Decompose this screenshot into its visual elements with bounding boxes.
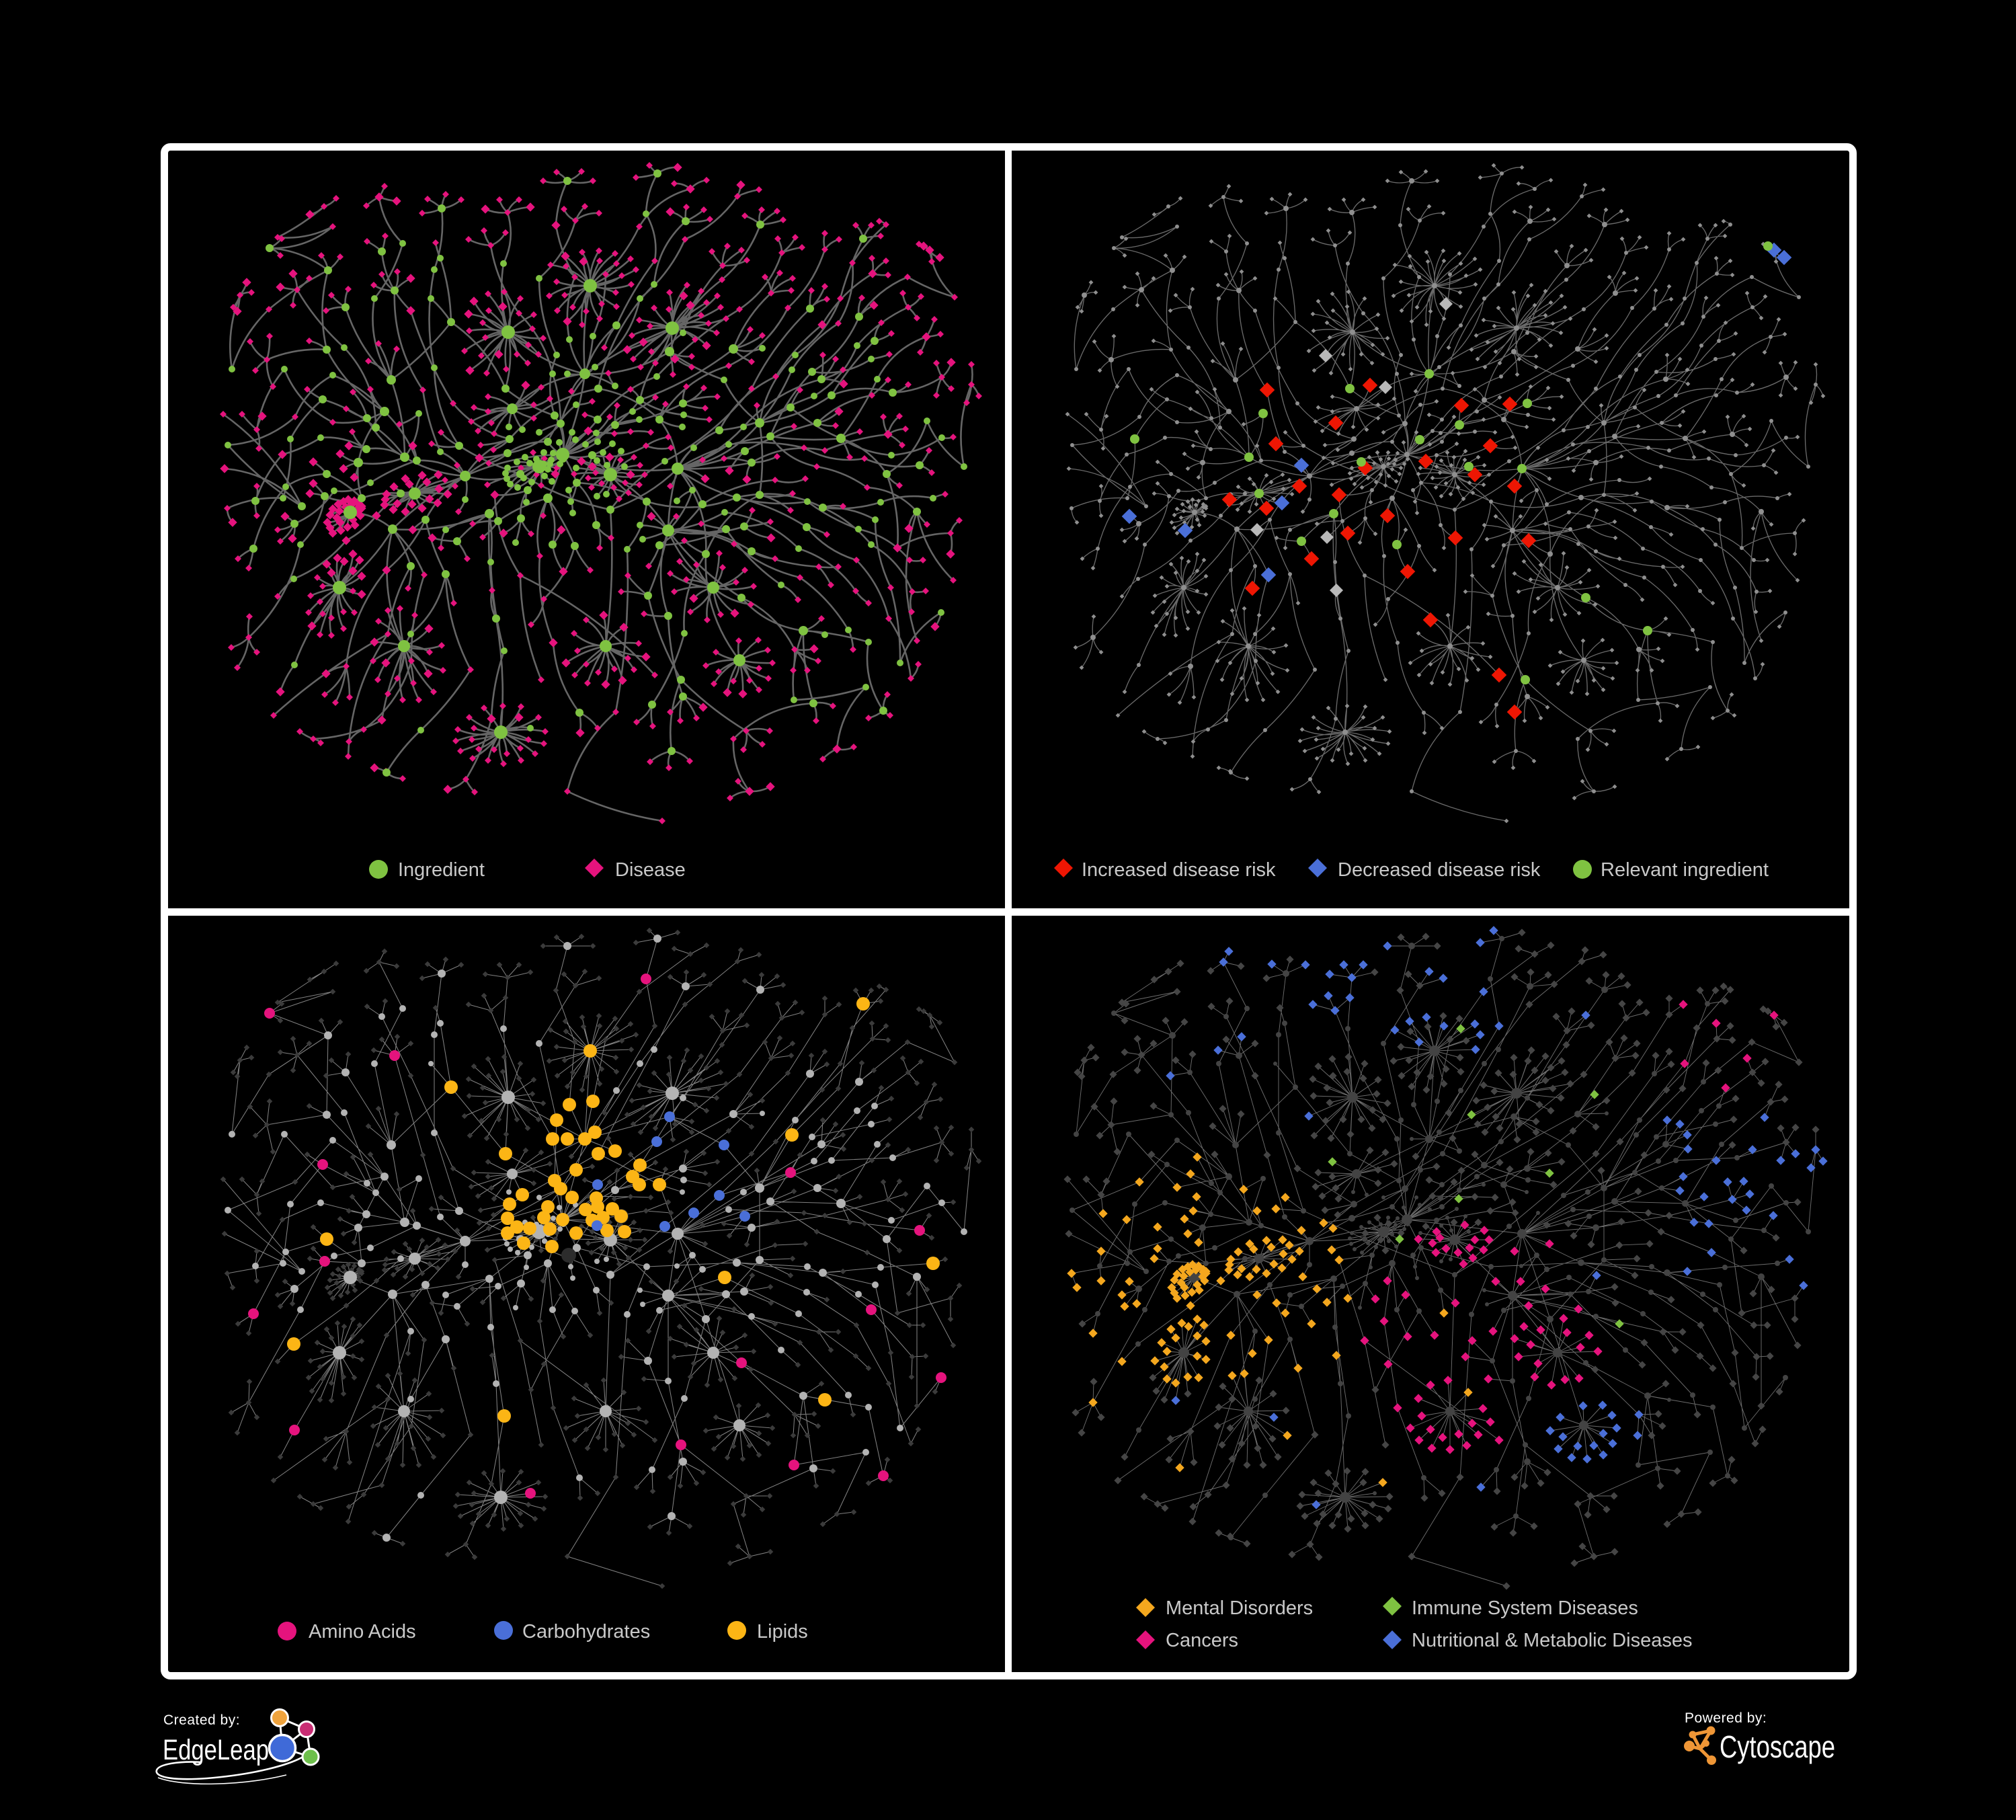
svg-text:EdgeLeap: EdgeLeap — [163, 1734, 269, 1766]
svg-text:Carbohydrates: Carbohydrates — [522, 1621, 650, 1643]
svg-text:Cytoscape: Cytoscape — [1720, 1729, 1835, 1764]
svg-text:Relevant ingredient: Relevant ingredient — [1601, 859, 1769, 881]
svg-text:Disease: Disease — [615, 859, 686, 881]
svg-text:Amino Acids: Amino Acids — [309, 1621, 416, 1643]
svg-text:Nutritional & Metabolic Diseas: Nutritional & Metabolic Diseases — [1412, 1630, 1692, 1651]
svg-text:Increased disease risk: Increased disease risk — [1082, 859, 1276, 881]
svg-text:Cancers: Cancers — [1166, 1630, 1238, 1651]
svg-text:Mental Disorders: Mental Disorders — [1166, 1597, 1313, 1619]
svg-text:Lipids: Lipids — [757, 1621, 808, 1643]
svg-text:Created by:: Created by: — [163, 1712, 240, 1728]
svg-text:Immune System Diseases: Immune System Diseases — [1412, 1597, 1638, 1619]
svg-text:Powered by:: Powered by: — [1685, 1710, 1767, 1726]
svg-text:Ingredient: Ingredient — [398, 859, 485, 881]
svg-text:Decreased disease risk: Decreased disease risk — [1338, 859, 1541, 881]
